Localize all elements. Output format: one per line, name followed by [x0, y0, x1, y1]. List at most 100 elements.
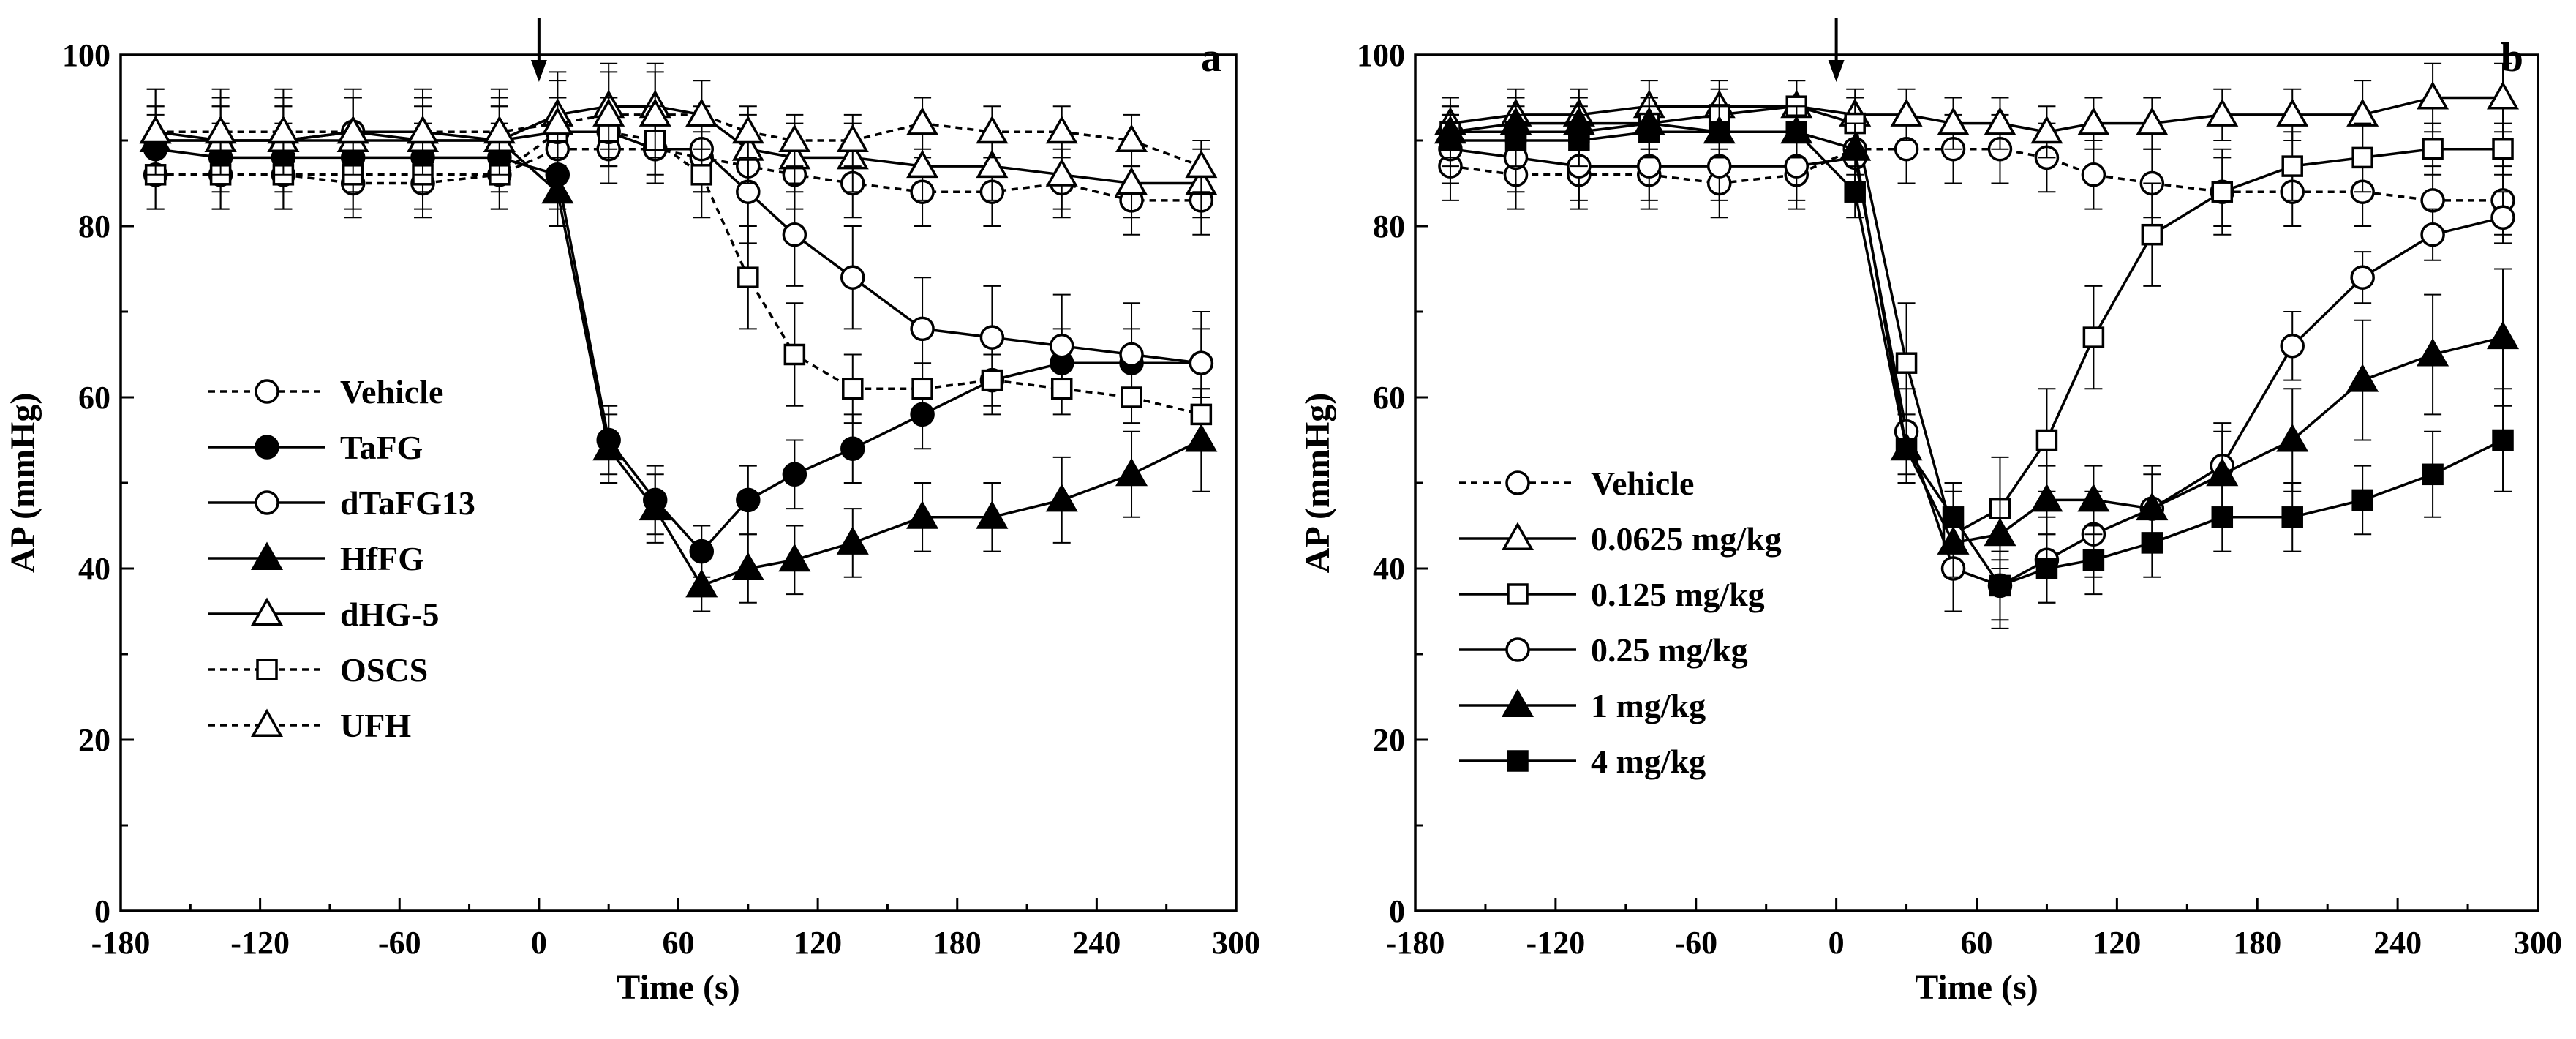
data-point: [2206, 98, 2239, 127]
panel-a: -180 -120 -60 0 60 120 180 240 300 0 20 40 60 80 100 Ti…: [4, 18, 1260, 1007]
data-point: [1839, 132, 1872, 161]
data-point: [981, 369, 1003, 391]
data-point: [2035, 429, 2058, 451]
series-line: [155, 113, 1202, 168]
data-point: [2136, 107, 2169, 135]
data-point: [1115, 457, 1148, 487]
y-tick-label: 20: [78, 722, 110, 758]
legend-marker: [256, 659, 278, 680]
data-point: [911, 378, 933, 400]
legend: Vehicle 0.0625 mg/kg 0.125 mg/kg 0.25 mg/kg…: [1459, 465, 1782, 780]
series-line: [1450, 105, 2504, 536]
data-point: [2487, 80, 2520, 110]
data-point: [731, 115, 764, 144]
y-axis-label: AP (mmHg): [4, 393, 42, 574]
series-line: [155, 130, 1202, 364]
legend-label: 1 mg/kg: [1591, 687, 1706, 724]
series-line: [155, 130, 1202, 416]
x-tick-label: 240: [1072, 925, 1121, 961]
panel-label: b: [2501, 35, 2523, 80]
series-line: [1450, 130, 2504, 588]
data-point: [2417, 80, 2449, 110]
legend-label: 0.125 mg/kg: [1591, 576, 1765, 613]
legend-marker: [1501, 522, 1534, 550]
data-point: [778, 124, 811, 152]
y-tick-label: 80: [78, 209, 110, 244]
legend-label: Vehicle: [340, 373, 443, 410]
x-tick-label: -120: [1526, 925, 1586, 961]
data-point: [2281, 155, 2303, 177]
data-point: [639, 492, 671, 521]
y-tick-label: 0: [1389, 893, 1405, 929]
y-axis-label: AP (mmHg): [1298, 393, 1337, 574]
series-line: [155, 105, 1202, 185]
y-tick-label: 20: [1373, 722, 1405, 758]
series-line: [155, 147, 1202, 554]
data-point: [783, 343, 806, 366]
x-tick-label: -180: [91, 925, 151, 961]
legend-marker: [250, 708, 284, 737]
data-point: [2030, 483, 2063, 512]
injection-arrow-head: [530, 60, 547, 82]
data-point: [1189, 350, 1214, 375]
data-point: [1121, 386, 1142, 408]
series-UFH: [139, 71, 1218, 193]
legend-label: OSCS: [340, 651, 428, 689]
legend-marker: [1505, 637, 1530, 662]
x-axis-label: Time (s): [617, 968, 739, 1007]
legend-label: dHG-5: [340, 596, 439, 633]
x-tick-label: 300: [1212, 925, 1260, 961]
data-point: [2082, 326, 2105, 348]
data-point: [1942, 506, 1965, 528]
data-point: [1504, 130, 1527, 151]
data-point: [1844, 181, 1866, 203]
data-point: [2211, 181, 2234, 203]
data-point: [2351, 146, 2373, 169]
legend-marker: [1507, 583, 1529, 605]
data-point: [1984, 107, 2016, 135]
data-point: [782, 462, 807, 487]
data-point: [731, 552, 764, 580]
data-point: [1119, 342, 1144, 367]
x-tick-label: 300: [2514, 925, 2562, 961]
data-point: [685, 569, 718, 598]
legend-label: TaFG: [340, 429, 423, 466]
legend-marker: [255, 490, 279, 515]
legend-label: UFH: [340, 707, 411, 744]
data-point: [2492, 138, 2514, 160]
data-point: [1637, 154, 1662, 179]
y-tick-label: 40: [1373, 551, 1405, 587]
data-point: [2351, 489, 2373, 511]
data-point: [690, 164, 713, 186]
data-point: [2082, 549, 2105, 571]
data-point: [1784, 154, 1809, 179]
data-point: [976, 115, 1009, 144]
data-point: [979, 325, 1005, 350]
y-tick-label: 100: [62, 37, 110, 73]
legend-label: 4 mg/kg: [1591, 743, 1706, 780]
injection-arrow-head: [1828, 60, 1845, 82]
x-tick-label: 180: [933, 925, 982, 961]
y-tick-label: 60: [1373, 380, 1405, 416]
data-point: [976, 500, 1009, 529]
data-point: [2280, 334, 2305, 359]
data-point: [1937, 107, 1970, 135]
data-point: [1708, 121, 1730, 143]
data-point: [782, 222, 807, 247]
data-point: [1115, 124, 1148, 152]
data-point: [2422, 463, 2444, 486]
legend-marker: [1501, 689, 1534, 717]
x-tick-label: 240: [2373, 925, 2422, 961]
legend-marker: [1507, 750, 1529, 772]
panel-b: -180 -120 -60 0 60 120 180 240 300 0 20 40 60 80 100 Ti…: [1298, 18, 2562, 1007]
data-point: [842, 378, 864, 400]
y-tick-label: 60: [78, 380, 110, 416]
y-tick-label: 0: [94, 893, 110, 929]
data-point: [2141, 532, 2163, 554]
data-point: [906, 149, 939, 179]
y-tick-label: 80: [1373, 209, 1405, 244]
data-point: [2417, 337, 2449, 367]
data-point: [1045, 483, 1078, 512]
series-0.0625 mg/kg: [1434, 62, 2520, 159]
